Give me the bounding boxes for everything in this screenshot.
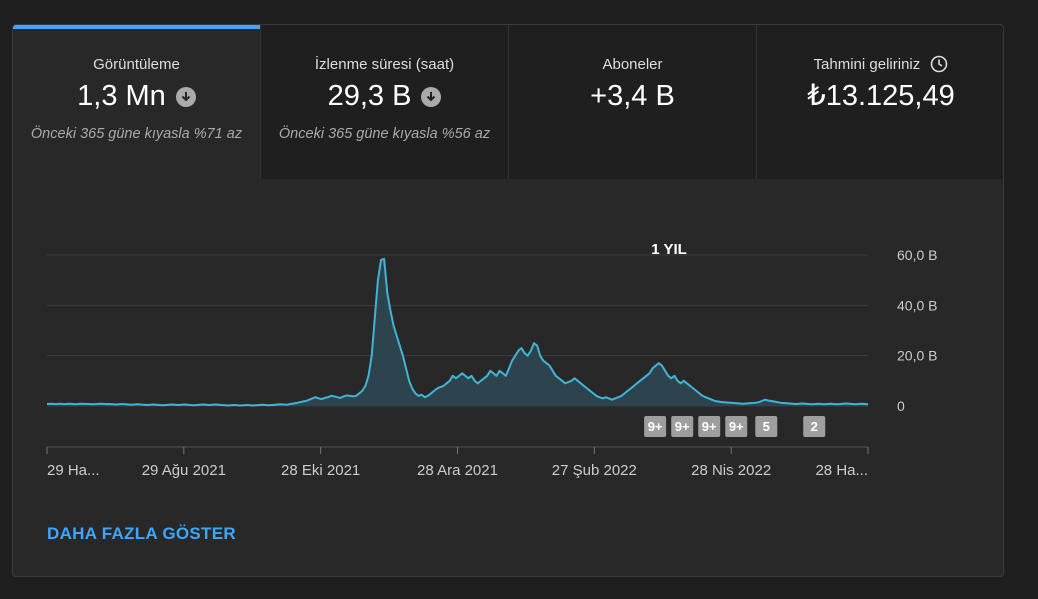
y-tick-label: 0 — [897, 398, 905, 414]
tab-views-compare: Önceki 365 güne kıyasla %71 az — [30, 126, 243, 142]
views-chart: 1 YIL 60,0 B 40,0 B 20,0 B 0 9+ 9+ 9+ 9+ 5 2 29 … — [46, 241, 937, 479]
tab-revenue-value: ₺13.125,49 — [807, 80, 955, 112]
tab-subscribers-value: +3,4 B — [590, 80, 675, 112]
x-tick-label: 28 Ara 2021 — [417, 462, 498, 479]
tab-subscribers[interactable]: Aboneler +3,4 B — [509, 25, 757, 179]
video-marker-badge[interactable]: 9+ — [698, 416, 721, 437]
x-tick-label: 29 Ha... — [47, 462, 100, 479]
badge-label: 2 — [811, 419, 818, 434]
tab-revenue-label: Tahmini geliriniz — [813, 56, 921, 73]
badge-label: 5 — [763, 419, 770, 434]
y-tick-label: 20,0 B — [897, 348, 937, 364]
tab-views-value: 1,3 Mn — [77, 80, 166, 112]
tab-watch-time-label: İzlenme süresi (saat) — [314, 56, 455, 73]
tab-watch-time[interactable]: İzlenme süresi (saat) 29,3 B Önceki 365 … — [261, 25, 509, 179]
video-marker-badge[interactable]: 9+ — [725, 416, 748, 437]
badge-label: 9+ — [675, 419, 690, 434]
tab-watch-time-compare: Önceki 365 güne kıyasla %56 az — [278, 126, 491, 142]
y-tick-label: 60,0 B — [897, 247, 937, 263]
video-marker-badge[interactable]: 5 — [755, 416, 778, 437]
badge-label: 9+ — [729, 419, 744, 434]
x-tick-label: 28 Eki 2021 — [281, 462, 360, 479]
tab-revenue[interactable]: Tahmini geliriniz ₺13.125,49 — [757, 25, 1003, 179]
arrow-down-icon — [421, 87, 442, 107]
analytics-card: Görüntüleme 1,3 Mn Önceki 365 güne kıyas… — [12, 24, 1004, 577]
metric-tabs: Görüntüleme 1,3 Mn Önceki 365 güne kıyas… — [13, 25, 1003, 179]
tab-views-label: Görüntüleme — [93, 56, 180, 73]
badge-label: 9+ — [702, 419, 717, 434]
tab-subscribers-label: Aboneler — [602, 56, 663, 73]
arrow-down-icon — [175, 87, 196, 107]
badge-label: 9+ — [648, 419, 663, 434]
video-marker-badge[interactable]: 9+ — [644, 416, 667, 437]
x-tick-label: 29 Ağu 2021 — [142, 462, 226, 479]
clock-icon — [931, 55, 948, 72]
series-area — [47, 258, 868, 406]
video-marker-badge[interactable]: 9+ — [671, 416, 694, 437]
show-more-link[interactable]: DAHA FAZLA GÖSTER — [47, 524, 236, 543]
y-tick-label: 40,0 B — [897, 297, 937, 313]
chart-title: 1 YIL — [651, 241, 687, 258]
x-tick-label: 28 Nis 2022 — [691, 462, 771, 479]
series-line — [46, 257, 869, 407]
tab-views[interactable]: Görüntüleme 1,3 Mn Önceki 365 güne kıyas… — [13, 25, 261, 179]
tab-watch-time-value: 29,3 B — [327, 80, 412, 112]
x-tick-label: 27 Şub 2022 — [552, 462, 637, 479]
video-marker-badge[interactable]: 2 — [803, 416, 826, 437]
x-tick-label: 28 Ha... — [815, 462, 868, 479]
